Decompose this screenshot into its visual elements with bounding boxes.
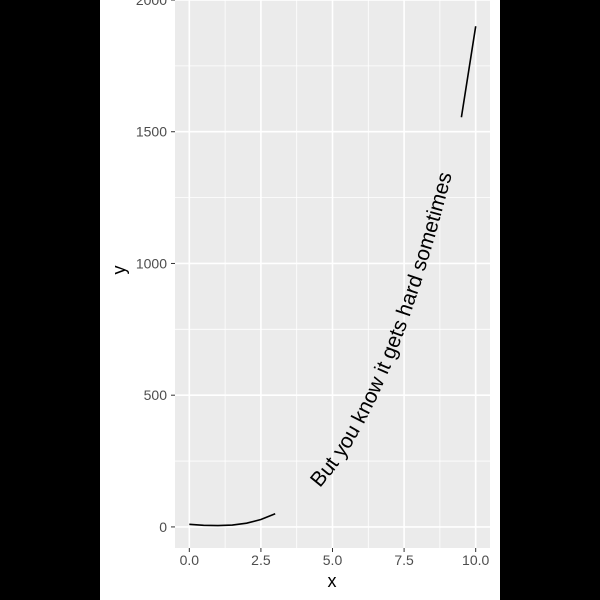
x-tick-label: 10.0 <box>462 552 489 568</box>
y-tick-label: 500 <box>144 387 168 403</box>
major-gridlines <box>175 0 490 548</box>
axis-ticks <box>171 0 477 552</box>
y-tick-label: 1000 <box>136 255 167 271</box>
data-line <box>189 26 477 527</box>
x-tick-label: 2.5 <box>251 552 271 568</box>
y-tick-label: 0 <box>159 519 167 535</box>
x-tick-label: 5.0 <box>323 552 343 568</box>
x-tick-label: 0.0 <box>180 552 200 568</box>
x-axis-title: x <box>328 571 337 591</box>
y-axis-title: y <box>109 266 129 275</box>
y-tick-label: 1500 <box>136 124 167 140</box>
axis-tick-labels: 0.0 2.5 5.0 7.5 10.0 0 500 1000 1500 2000 <box>136 0 490 568</box>
x-tick-label: 7.5 <box>394 552 414 568</box>
y-tick-label: 2000 <box>136 0 167 8</box>
